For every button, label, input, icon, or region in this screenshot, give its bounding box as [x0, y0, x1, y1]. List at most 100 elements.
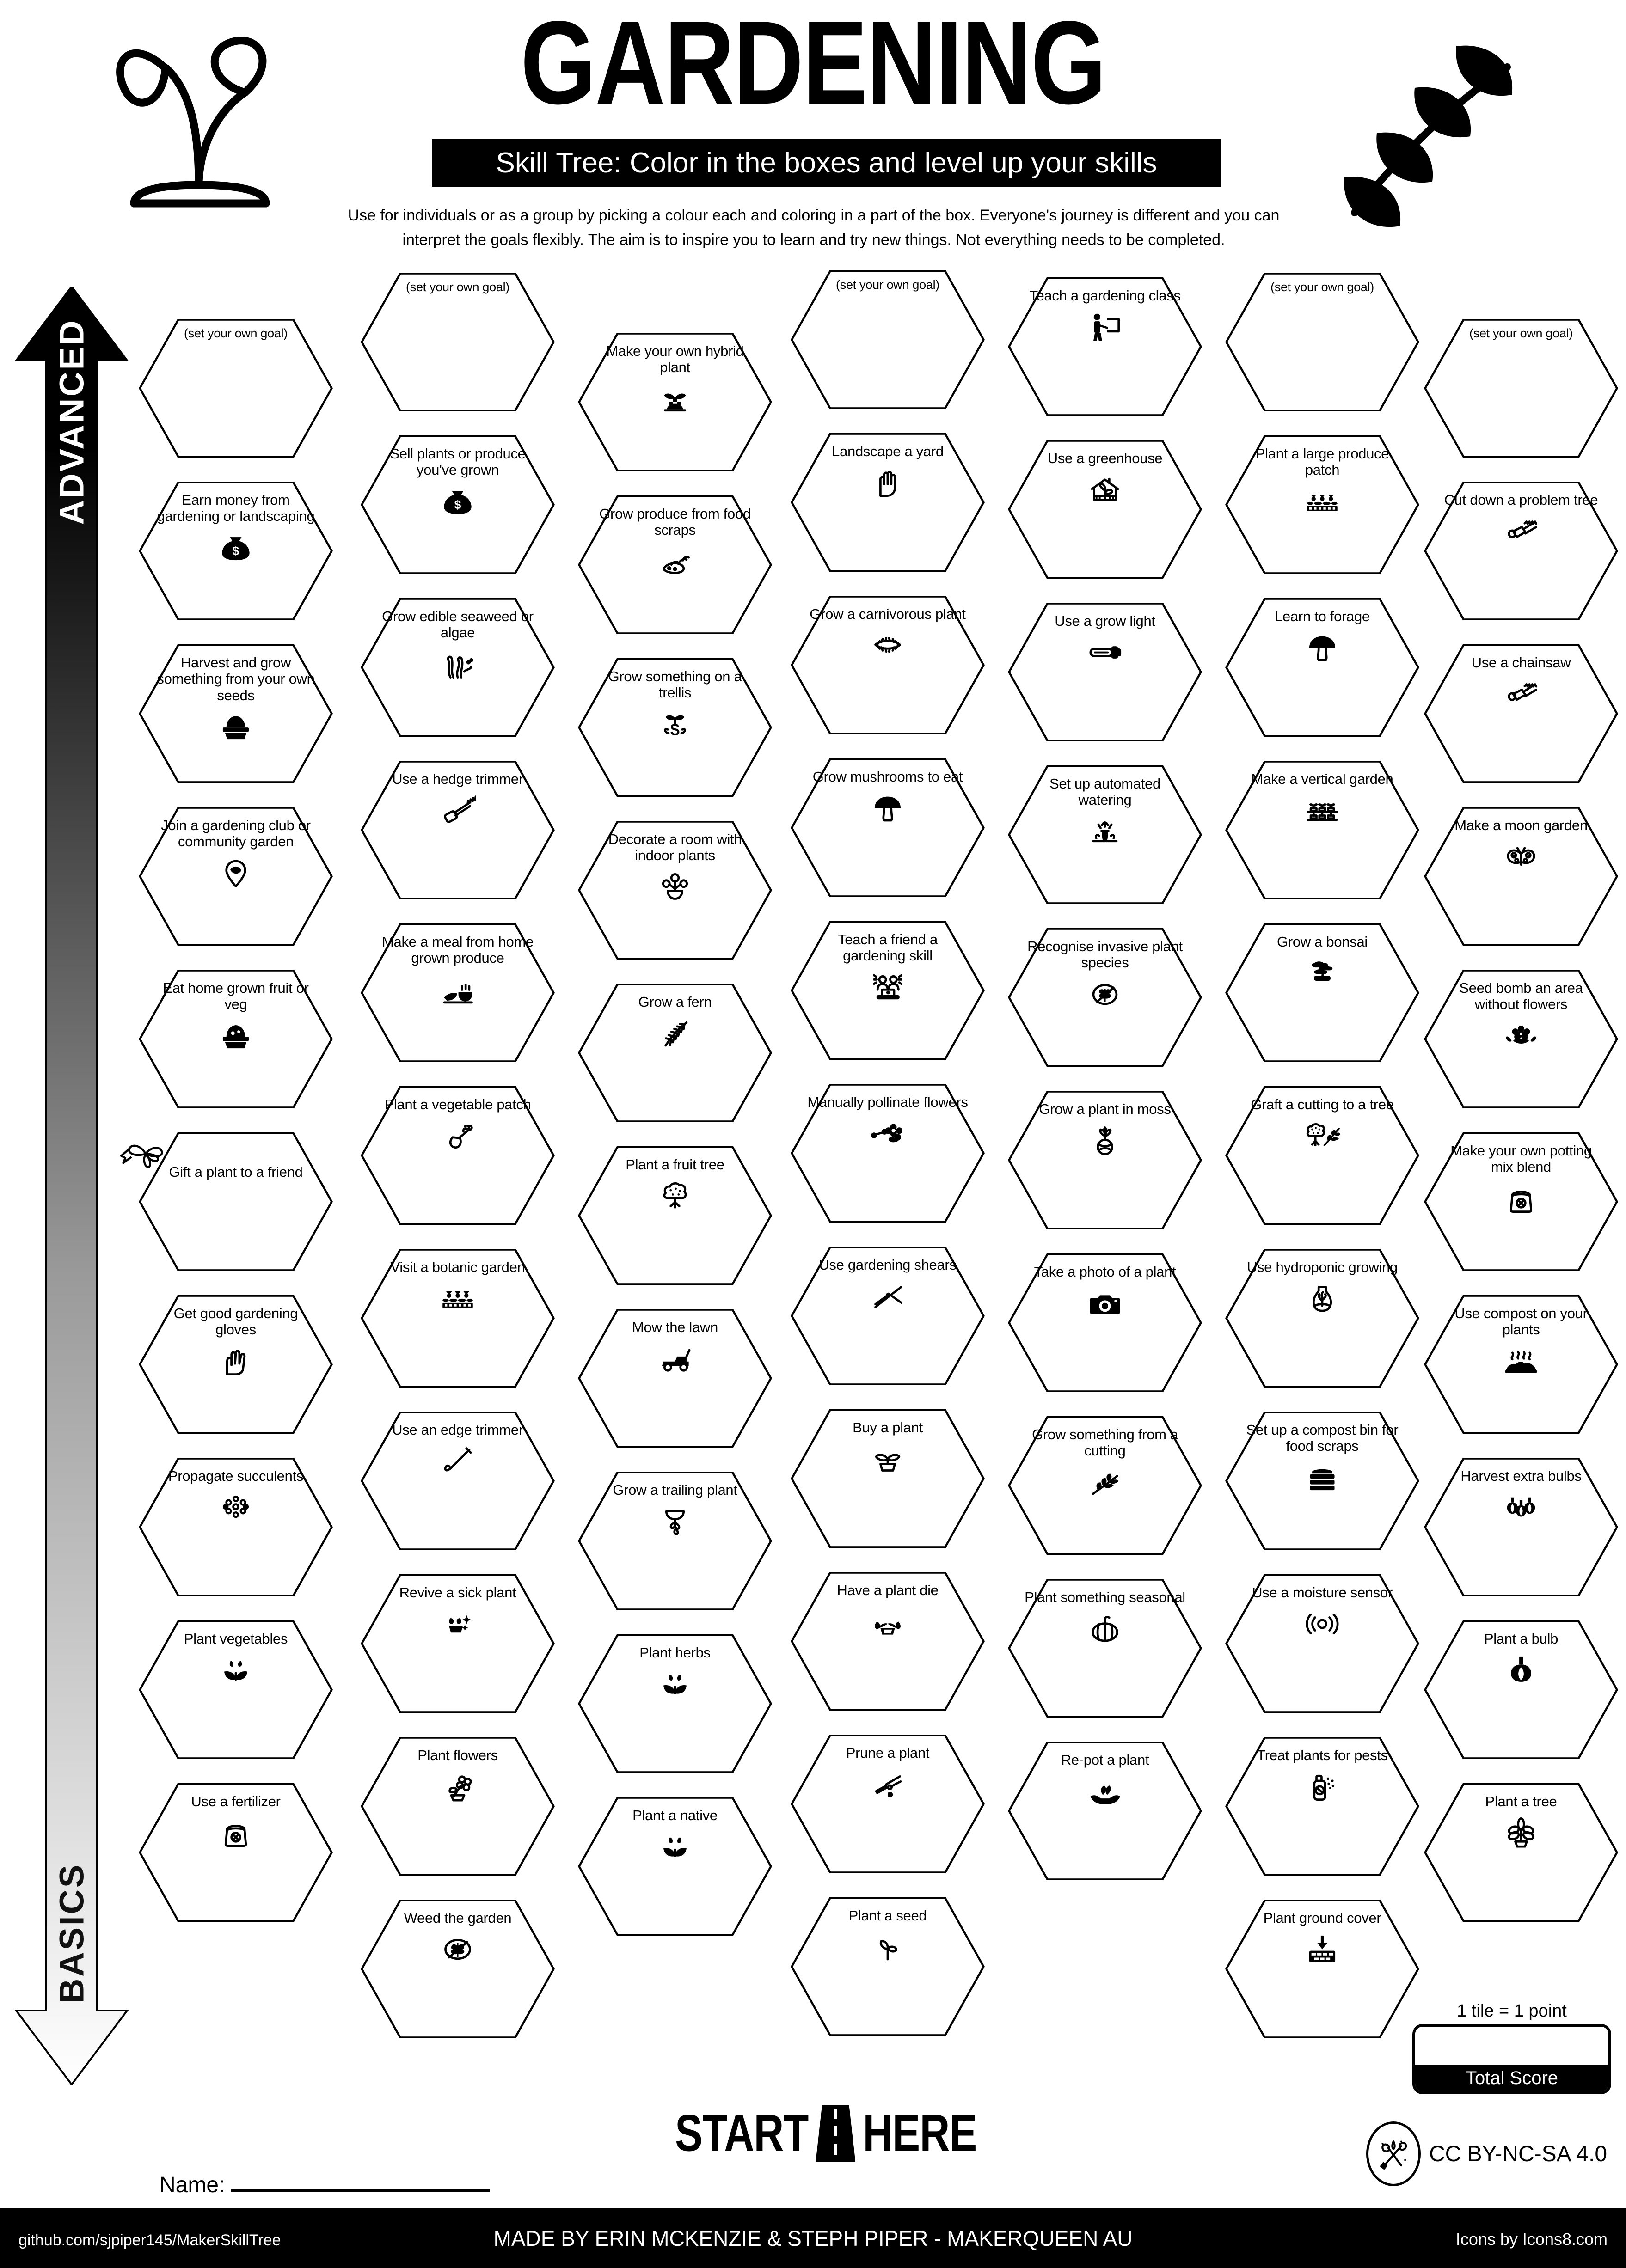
skill-tile[interactable]: Plant a native [578, 1797, 772, 1936]
skill-tile[interactable]: (set your own goal) [1225, 273, 1419, 411]
skill-tile[interactable]: Landscape a yard [791, 433, 985, 572]
skill-tile[interactable]: Treat plants for pests [1225, 1737, 1419, 1876]
skill-tile-label: Harvest and grow something from your own… [157, 654, 315, 703]
skill-tile[interactable]: Teach a gardening class [1008, 277, 1202, 416]
skill-tile[interactable]: Buy a plant [791, 1409, 985, 1548]
hex-content: Mow the lawn [578, 1309, 772, 1448]
skill-tile[interactable]: Grow something from a cutting [1008, 1416, 1202, 1555]
skill-tile[interactable]: Grow a fern [578, 984, 772, 1122]
skill-tile[interactable]: Grow a carnivorous plant [791, 596, 985, 734]
skill-tile[interactable]: (set your own goal) [1424, 319, 1618, 458]
skill-tile[interactable]: Use a grow light [1008, 603, 1202, 741]
skill-tile[interactable]: (set your own goal) [361, 273, 555, 411]
bulb-icon [1503, 1651, 1539, 1687]
skill-tile[interactable]: Use a hedge trimmer [361, 761, 555, 899]
skill-tile[interactable]: Make a vertical garden [1225, 761, 1419, 899]
shears-icon [870, 1278, 906, 1314]
name-input-line[interactable] [231, 2189, 491, 2192]
hex-content: Have a plant die [791, 1572, 985, 1711]
skill-tile[interactable]: Recognise invasive plant species [1008, 928, 1202, 1067]
hex-fill [580, 1636, 770, 1772]
skill-tile[interactable]: Use a chainsaw [1424, 644, 1618, 783]
skill-tile[interactable]: Harvest and grow something from your own… [139, 644, 333, 783]
skill-tile[interactable]: Weed the garden [361, 1900, 555, 2038]
hex-content: Weed the garden [361, 1900, 555, 2038]
skill-tile[interactable]: Manually pollinate flowers [791, 1084, 985, 1223]
skill-tile[interactable]: Use a fertilizer [139, 1783, 333, 1922]
skill-tile[interactable]: Use hydroponic growing [1225, 1249, 1419, 1388]
hex-fill [141, 1785, 331, 1920]
skill-tile[interactable]: Grow edible seaweed or algae [361, 598, 555, 737]
skill-tile[interactable]: Make your own hybrid plant [578, 333, 772, 471]
skill-tile[interactable]: Eat home grown fruit or veg [139, 970, 333, 1108]
skill-tile[interactable]: Plant something seasonal [1008, 1579, 1202, 1718]
skill-tile-label: Visit a botanic garden [390, 1259, 525, 1275]
skill-tile[interactable]: Visit a botanic garden [361, 1249, 555, 1388]
hex-content: Plant ground cover [1225, 1900, 1419, 2038]
skill-tile[interactable]: Plant a seed [791, 1897, 985, 2036]
hex-fill [793, 597, 982, 733]
skill-tile[interactable]: Grow a bonsai [1225, 923, 1419, 1062]
skill-tile[interactable]: Gift a plant to a friend [120, 1132, 333, 1271]
skill-tile-label: Use gardening shears [819, 1257, 957, 1273]
skill-tile[interactable]: Plant a vegetable patch [361, 1086, 555, 1225]
hex-fill [793, 272, 982, 408]
skill-tile[interactable]: Revive a sick plant [361, 1574, 555, 1713]
score-input-area[interactable] [1415, 2027, 1608, 2065]
skill-tile[interactable]: Grow produce from food scraps [578, 495, 772, 634]
skill-tile-label: Gift a plant to a friend [169, 1164, 303, 1180]
hex-content: Re-pot a plant [1008, 1742, 1202, 1880]
hex-content: Use a chainsaw [1424, 644, 1618, 783]
skill-tile[interactable]: Make a moon garden [1424, 807, 1618, 946]
skill-tile[interactable]: Graft a cutting to a tree [1225, 1086, 1419, 1225]
skill-tile[interactable]: Teach a friend a gardening skill [791, 921, 985, 1060]
skill-tile[interactable]: (set your own goal) [139, 319, 333, 458]
skill-tile[interactable]: Plant herbs [578, 1634, 772, 1773]
skill-tile[interactable]: Use an edge trimmer [361, 1412, 555, 1550]
skill-tile[interactable]: Use gardening shears [791, 1247, 985, 1385]
skill-tile[interactable]: Grow a plant in moss [1008, 1091, 1202, 1229]
skill-tile[interactable]: Have a plant die [791, 1572, 985, 1711]
skill-tile[interactable]: Sell plants or produce you've grown $ [361, 435, 555, 574]
score-box[interactable]: Total Score [1412, 2024, 1611, 2094]
total-score-widget[interactable]: 1 tile = 1 point Total Score [1412, 2001, 1611, 2094]
skill-tile[interactable]: Plant flowers [361, 1737, 555, 1876]
skill-tile[interactable]: Get good gardening gloves [139, 1295, 333, 1434]
skill-tile[interactable]: Use a moisture sensor [1225, 1574, 1419, 1713]
fern-icon [657, 1015, 693, 1051]
skill-tile[interactable]: (set your own goal) [791, 270, 985, 409]
skill-tile[interactable]: Plant a bulb [1424, 1620, 1618, 1759]
skill-tile[interactable]: Plant a large produce patch [1225, 435, 1419, 574]
footer-repo-link[interactable]: github.com/sjpiper145/MakerSkillTree [18, 2231, 281, 2249]
hex-fill [1227, 1901, 1417, 2037]
skill-tile[interactable]: Set up a compost bin for food scraps [1225, 1412, 1419, 1550]
skill-tile[interactable]: Learn to forage [1225, 598, 1419, 737]
skill-tile[interactable]: Propagate succulents [139, 1458, 333, 1596]
skill-tile[interactable]: Cut down a problem tree [1424, 482, 1618, 620]
skill-tile[interactable]: Grow mushrooms to eat [791, 758, 985, 897]
skill-tile[interactable]: Use a greenhouse [1008, 440, 1202, 579]
skill-tile[interactable]: Take a photo of a plant [1008, 1253, 1202, 1392]
skill-tile[interactable]: Use compost on your plants [1424, 1295, 1618, 1434]
skill-tile[interactable]: Make your own potting mix blend [1424, 1132, 1618, 1271]
skill-tile[interactable]: Make a meal from home grown produce [361, 923, 555, 1062]
skill-tile[interactable]: Earn money from gardening or landscaping… [139, 482, 333, 620]
skill-tile[interactable]: Plant a tree [1424, 1783, 1618, 1922]
skill-tile[interactable]: Grow something on a trellis $ [578, 658, 772, 797]
skill-tile[interactable]: Decorate a room with indoor plants [578, 821, 772, 960]
name-field[interactable]: Name: [160, 2172, 491, 2198]
meal-bowl-icon [440, 971, 476, 1007]
skill-tile[interactable]: Prune a plant [791, 1735, 985, 1873]
skill-tile[interactable]: Harvest extra bulbs [1424, 1458, 1618, 1596]
skill-tile[interactable]: Grow a trailing plant [578, 1472, 772, 1610]
hex-fill [141, 1622, 331, 1758]
skill-tile[interactable]: Seed bomb an area without flowers [1424, 970, 1618, 1108]
skill-tile[interactable]: Set up automated watering [1008, 765, 1202, 904]
skill-tile[interactable]: Join a gardening club or community garde… [139, 807, 333, 946]
skill-tile[interactable]: Re-pot a plant [1008, 1742, 1202, 1880]
skill-tile[interactable]: Mow the lawn [578, 1309, 772, 1448]
skill-tile[interactable]: Plant vegetables [139, 1620, 333, 1759]
hex-content: Manually pollinate flowers [791, 1084, 985, 1223]
skill-tile[interactable]: Plant a fruit tree [578, 1146, 772, 1285]
skill-tile[interactable]: Plant ground cover [1225, 1900, 1419, 2038]
